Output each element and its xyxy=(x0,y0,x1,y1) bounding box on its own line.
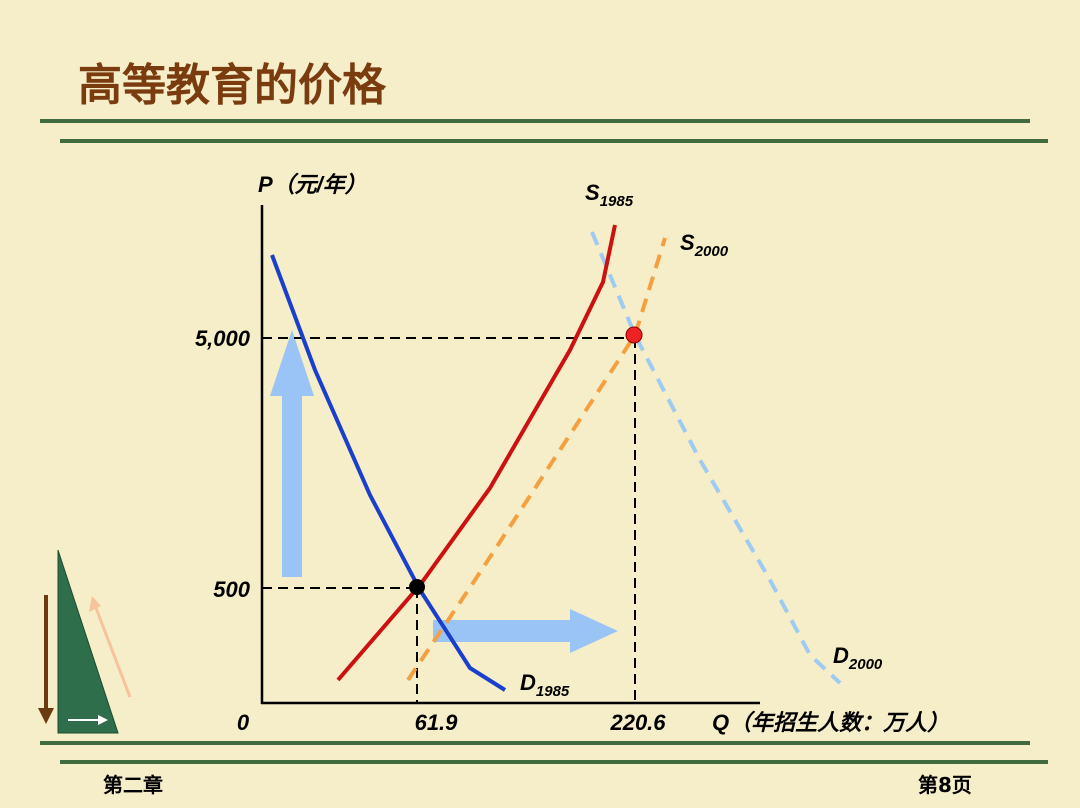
curve-letter: D xyxy=(833,643,849,668)
decor-arrow-head xyxy=(98,715,108,725)
decor-arrow xyxy=(94,607,132,698)
y-tick-label: 5,000 xyxy=(195,326,251,351)
curve-label: D1985 xyxy=(520,670,570,700)
y-tick-label: 500 xyxy=(213,577,250,602)
right-arrow xyxy=(433,620,571,642)
demand-2000 xyxy=(590,231,842,685)
footer-page: 第8页 xyxy=(918,773,972,797)
equilibrium-1985 xyxy=(409,579,425,595)
origin-label: 0 xyxy=(237,710,250,735)
decor-arrow-head xyxy=(38,708,54,724)
curve-letter: S xyxy=(680,230,695,255)
up-arrow xyxy=(282,395,302,577)
curve-label: S1985 xyxy=(585,180,634,210)
decor-arrow-head xyxy=(89,596,101,612)
curve-label: S2000 xyxy=(680,230,729,260)
curve-sub: 2000 xyxy=(694,243,729,260)
decor-triangle xyxy=(57,549,119,734)
supply-1985 xyxy=(336,224,617,682)
demand-1985 xyxy=(270,254,507,692)
supply-2000 xyxy=(406,237,667,682)
curve-sub: 1985 xyxy=(600,193,634,210)
x-tick-label: 220.6 xyxy=(609,710,666,735)
title: 高等教育的价格 xyxy=(78,60,387,111)
curve-label: D2000 xyxy=(833,643,883,673)
right-arrow-head xyxy=(570,609,618,653)
curve-letter: S xyxy=(585,180,600,205)
equilibrium-2000 xyxy=(625,326,643,344)
up-arrow-head xyxy=(270,330,314,396)
footer-chapter: 第二章 xyxy=(103,773,163,797)
curve-letter: D xyxy=(520,670,536,695)
x-tick-label: 61.9 xyxy=(415,710,459,735)
x-axis-label: Q（年招生人数：万人） xyxy=(712,710,949,735)
curve-sub: 2000 xyxy=(848,656,883,673)
curve-sub: 1985 xyxy=(536,683,570,700)
y-axis-label: P（元/年） xyxy=(258,172,367,197)
